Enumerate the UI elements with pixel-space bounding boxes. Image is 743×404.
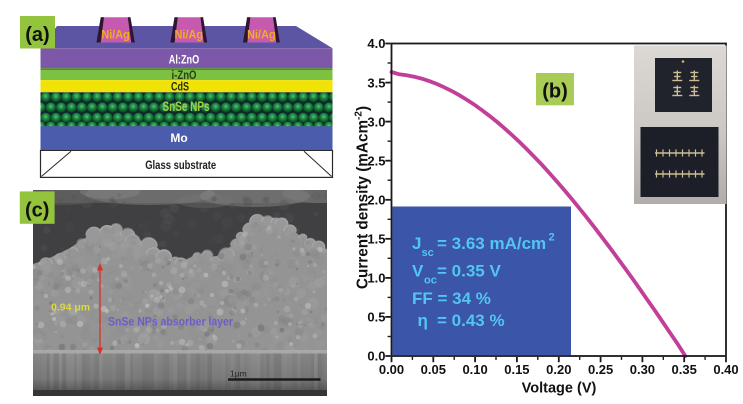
svg-text:η: η — [418, 311, 428, 330]
svg-text:i-ZnO: i-ZnO — [172, 70, 197, 82]
svg-text:0.40: 0.40 — [713, 362, 738, 377]
svg-text:2.0: 2.0 — [367, 192, 385, 207]
svg-text:= 3.63 mA/cm: = 3.63 mA/cm — [437, 234, 546, 253]
svg-text:SnSe NPs absorber layer: SnSe NPs absorber layer — [108, 317, 233, 329]
svg-text:0.00: 0.00 — [379, 362, 404, 377]
svg-text:0.05: 0.05 — [421, 362, 446, 377]
svg-text:oc: oc — [424, 275, 437, 287]
svg-text:3.0: 3.0 — [367, 114, 385, 129]
svg-text:1.0: 1.0 — [367, 271, 385, 286]
svg-text:(b): (b) — [542, 81, 568, 103]
svg-text:Glass substrate: Glass substrate — [145, 160, 216, 172]
svg-text:= 0.43 %: = 0.43 % — [437, 311, 505, 330]
svg-text:0.94 μm: 0.94 μm — [51, 302, 90, 314]
svg-text:0.5: 0.5 — [367, 310, 385, 325]
svg-text:2.5: 2.5 — [367, 153, 385, 168]
svg-text:Ni/Ag: Ni/Ag — [175, 28, 204, 42]
svg-text:(c): (c) — [25, 200, 49, 222]
svg-text:SnSe NPs: SnSe NPs — [163, 99, 210, 114]
svg-text:Current density (mAcm-2): Current density (mAcm-2) — [354, 106, 372, 289]
svg-text:4.0: 4.0 — [367, 36, 385, 51]
svg-text:3.5: 3.5 — [367, 75, 385, 90]
svg-text:Voltage (V): Voltage (V) — [522, 381, 597, 397]
svg-text:0.0: 0.0 — [367, 349, 385, 364]
svg-text:Mo: Mo — [170, 131, 187, 145]
svg-text:sc: sc — [422, 247, 434, 259]
svg-text:0.30: 0.30 — [630, 362, 655, 377]
svg-text:0.25: 0.25 — [588, 362, 613, 377]
svg-text:CdS: CdS — [171, 80, 189, 94]
svg-text:1.5: 1.5 — [367, 232, 385, 247]
svg-text:0.20: 0.20 — [546, 362, 571, 377]
svg-text:(a): (a) — [25, 24, 49, 46]
svg-text:Ni/Ag: Ni/Ag — [247, 28, 276, 42]
svg-text:= 0.35 V: = 0.35 V — [437, 262, 501, 281]
svg-text:0.35: 0.35 — [672, 362, 697, 377]
svg-text:0.10: 0.10 — [462, 362, 487, 377]
svg-text:Al:ZnO: Al:ZnO — [169, 52, 200, 66]
svg-text:V: V — [412, 262, 424, 281]
svg-text:J: J — [412, 234, 421, 253]
svg-text:0.15: 0.15 — [504, 362, 529, 377]
svg-text:2: 2 — [549, 232, 555, 244]
svg-text:Ni/Ag: Ni/Ag — [101, 28, 130, 42]
svg-text:FF = 34 %: FF = 34 % — [412, 289, 491, 308]
svg-text:1μm: 1μm — [230, 369, 247, 379]
